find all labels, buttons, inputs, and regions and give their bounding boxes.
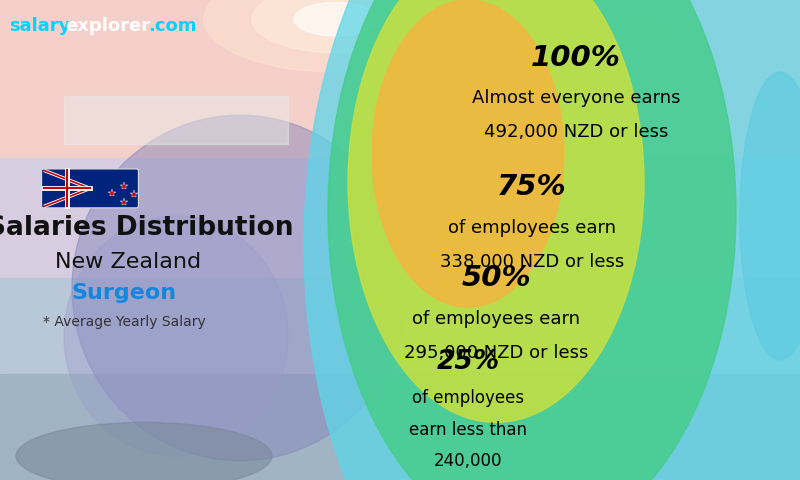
Text: Almost everyone earns: Almost everyone earns bbox=[472, 89, 680, 108]
Bar bbox=[0, 158, 800, 288]
Text: explorer: explorer bbox=[66, 17, 150, 35]
Text: .com: .com bbox=[148, 17, 197, 35]
Text: Surgeon: Surgeon bbox=[71, 283, 177, 303]
Text: * Average Yearly Salary: * Average Yearly Salary bbox=[42, 314, 206, 329]
Ellipse shape bbox=[348, 0, 644, 422]
Ellipse shape bbox=[576, 10, 672, 48]
Text: of employees: of employees bbox=[412, 389, 524, 408]
Text: salary: salary bbox=[10, 17, 71, 35]
Ellipse shape bbox=[294, 2, 378, 36]
Text: 100%: 100% bbox=[531, 44, 621, 72]
Text: 492,000 NZD or less: 492,000 NZD or less bbox=[484, 123, 668, 141]
Text: 295,000 NZD or less: 295,000 NZD or less bbox=[404, 344, 588, 362]
Text: 338,000 NZD or less: 338,000 NZD or less bbox=[440, 252, 624, 271]
Ellipse shape bbox=[540, 0, 708, 62]
Ellipse shape bbox=[72, 115, 408, 461]
Ellipse shape bbox=[64, 216, 288, 456]
Bar bbox=[0, 374, 800, 480]
Bar bbox=[0, 0, 800, 168]
Ellipse shape bbox=[252, 0, 420, 53]
Text: New Zealand: New Zealand bbox=[55, 252, 201, 272]
Text: of employees earn: of employees earn bbox=[412, 310, 580, 328]
Ellipse shape bbox=[328, 0, 736, 480]
Text: 25%: 25% bbox=[437, 349, 499, 375]
Ellipse shape bbox=[204, 0, 468, 72]
Ellipse shape bbox=[740, 72, 800, 360]
Bar bbox=[0, 278, 800, 384]
Ellipse shape bbox=[372, 0, 564, 307]
Ellipse shape bbox=[304, 0, 800, 480]
FancyBboxPatch shape bbox=[42, 169, 138, 208]
Text: earn less than: earn less than bbox=[409, 420, 527, 439]
Text: 50%: 50% bbox=[461, 264, 531, 292]
Text: of employees earn: of employees earn bbox=[448, 219, 616, 237]
Ellipse shape bbox=[16, 422, 272, 480]
Bar bbox=[64, 96, 288, 144]
Text: Salaries Distribution: Salaries Distribution bbox=[0, 215, 294, 241]
Text: 240,000: 240,000 bbox=[434, 452, 502, 470]
Text: 75%: 75% bbox=[497, 173, 567, 201]
